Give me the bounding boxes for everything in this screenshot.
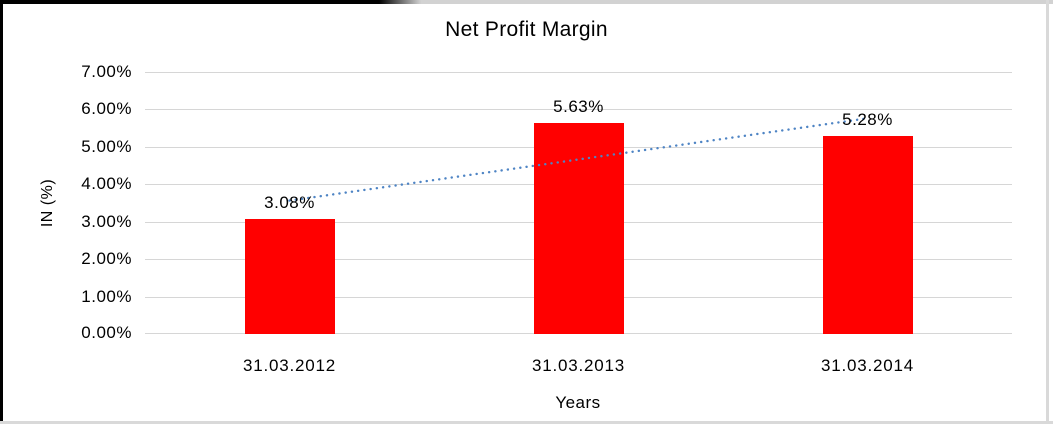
frame-border-bottom <box>0 421 1053 424</box>
y-tick-label: 1.00% <box>81 287 132 306</box>
frame-border-right <box>1046 0 1049 422</box>
chart-title: Net Profit Margin <box>445 18 608 41</box>
frame-border-left <box>0 0 3 422</box>
bar <box>534 123 624 334</box>
x-axis-tick-labels: 31.03.2012 31.03.2013 31.03.2014 <box>145 355 1012 379</box>
x-tick-label: 31.03.2012 <box>242 356 337 375</box>
y-tick-label: 6.00% <box>81 99 132 118</box>
y-tick-label: 0.00% <box>81 323 132 342</box>
bar <box>245 219 335 334</box>
x-tick-label: 31.03.2014 <box>820 356 915 375</box>
x-axis-title: Years <box>555 393 601 412</box>
y-tick-label: 3.00% <box>81 212 132 231</box>
frame-border-top <box>0 0 1053 4</box>
y-axis-tick-labels: 7.00% 6.00% 5.00% 4.00% 3.00% 2.00% 1.00% 0.00% <box>20 62 132 342</box>
bar-value-label: 5.28% <box>842 110 893 129</box>
y-tick-label: 2.00% <box>81 249 132 268</box>
y-tick-label: 7.00% <box>81 62 132 81</box>
y-tick-label: 5.00% <box>81 137 132 156</box>
gridline <box>145 109 1012 110</box>
bar <box>823 136 913 334</box>
x-tick-label: 31.03.2013 <box>531 356 626 375</box>
bar-value-label: 5.63% <box>553 97 604 116</box>
gridline <box>145 72 1012 73</box>
bar-value-label: 3.08% <box>264 193 315 212</box>
plot-area: 3.08% 5.63% 5.28% <box>145 72 1012 334</box>
y-tick-label: 4.00% <box>81 174 132 193</box>
